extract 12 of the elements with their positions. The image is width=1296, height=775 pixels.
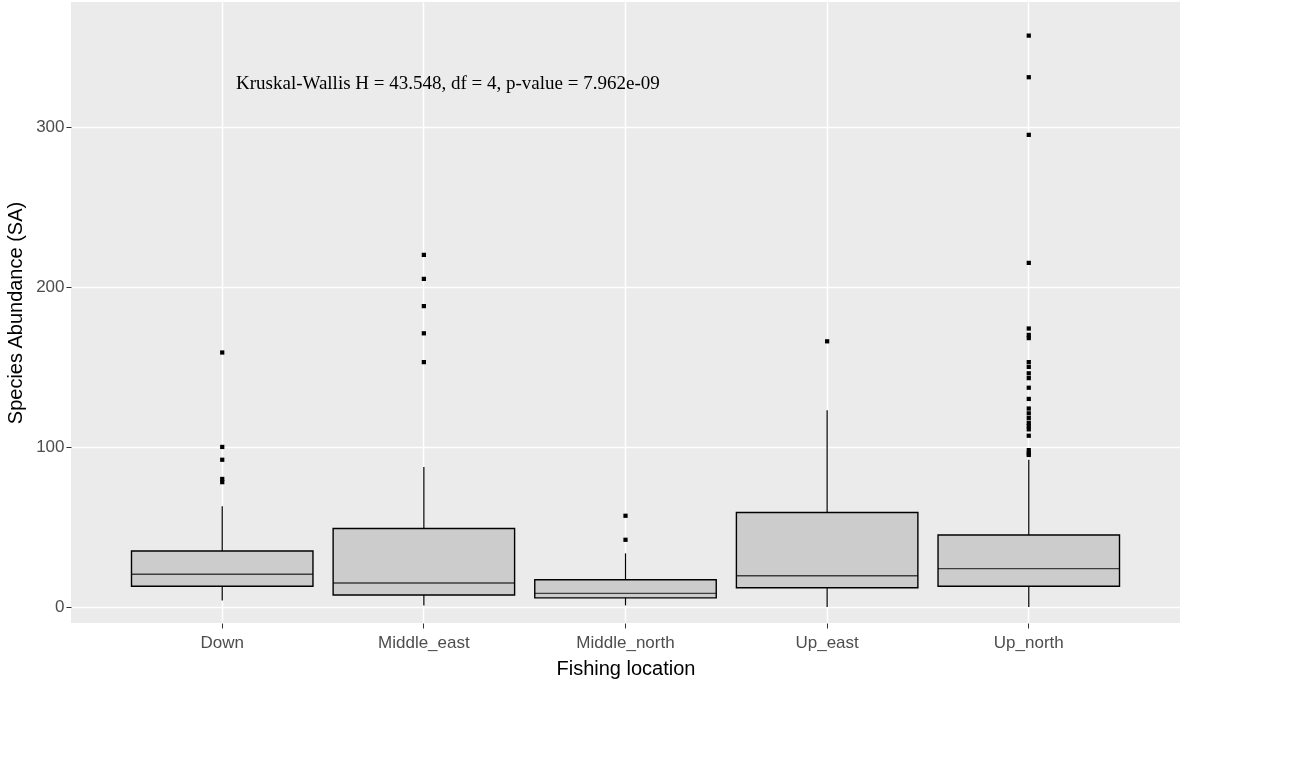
x-tick-label: Up_north [993, 632, 1064, 652]
y-tick-label: 0 [55, 597, 65, 617]
x-tick-label: Down [200, 632, 244, 652]
x-axis-title: Fishing location [556, 656, 696, 679]
y-axis-title: Species Abundance (SA) [4, 201, 27, 425]
x-tick-label: Up_east [795, 632, 860, 652]
y-tick-label: 200 [36, 277, 65, 297]
y-tick-label: 100 [36, 437, 65, 457]
y-tick-label: 300 [36, 117, 65, 137]
annotation: Kruskal-Wallis H = 43.548, df = 4, p-value = 7.962e-09 [236, 72, 660, 93]
x-tick-label: Middle_east [378, 632, 470, 652]
x-tick-label: Middle_north [576, 632, 675, 652]
